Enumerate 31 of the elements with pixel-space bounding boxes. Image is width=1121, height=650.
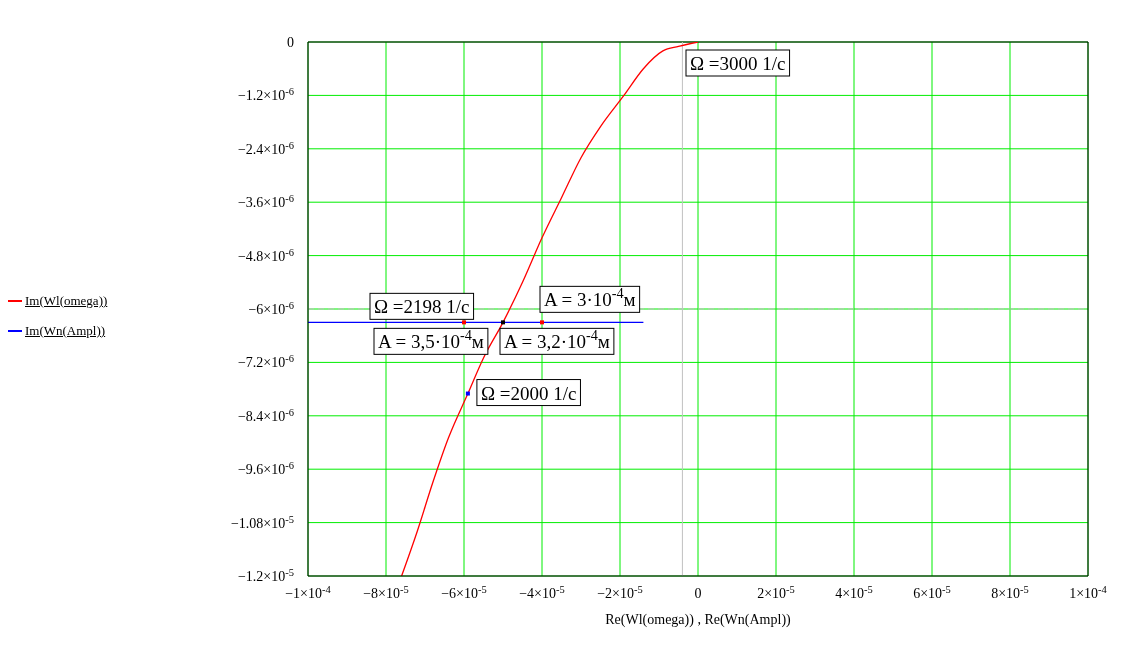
- annotation: Ω =2000 1/c: [480, 382, 577, 404]
- x-tick-label: −6×10$^{-5}$: [441, 583, 487, 601]
- x-tick-label: 2×10$^{-5}$: [757, 583, 795, 601]
- y-tick-label: −1.2×10$^{-6}$: [237, 85, 294, 104]
- annotation: Ω =3000 1/c: [690, 53, 786, 74]
- x-tick-label: 0: [694, 586, 702, 601]
- annotation: Ω =2198 1/c: [374, 296, 470, 318]
- annotation: A = 3,2·10$^{-4}$м: [504, 327, 610, 353]
- annotation: A = 3·10$^{-4}$м: [544, 285, 636, 311]
- x-axis-title: Re(Wl(omega)) , Re(Wn(Ampl)): [605, 612, 792, 628]
- y-tick-label: −2.4×10$^{-6}$: [237, 139, 294, 157]
- y-tick-label: −8.4×10$^{-6}$: [237, 406, 294, 424]
- legend-label: Im(Wl(omega)): [25, 293, 108, 309]
- y-tick-label: −4.8×10$^{-6}$: [237, 246, 294, 264]
- y-tick-label: −7.2×10$^{-6}$: [237, 352, 294, 371]
- x-tick-label: −8×10$^{-5}$: [363, 583, 409, 601]
- y-tick-label: −9.6×10$^{-6}$: [237, 459, 294, 478]
- y-tick-label: 0: [287, 35, 294, 50]
- y-tick-label: −1.08×10$^{-5}$: [230, 513, 294, 531]
- x-tick-label: −1×10$^{-4}$: [285, 583, 332, 601]
- x-tick-label: −2×10$^{-5}$: [597, 583, 643, 601]
- y-tick-label: −3.6×10$^{-6}$: [237, 192, 294, 211]
- x-tick-label: 1×10$^{-4}$: [1069, 583, 1108, 601]
- x-tick-label: −4×10$^{-5}$: [519, 583, 565, 601]
- y-tick-label: −6×10$^{-6}$: [248, 299, 294, 317]
- x-tick-label: 6×10$^{-5}$: [913, 583, 951, 601]
- y-tick-label: −1.2×10$^{-5}$: [237, 566, 294, 584]
- annotation: A = 3,5·10$^{-4}$м: [378, 327, 484, 353]
- x-tick-label: 8×10$^{-5}$: [991, 583, 1029, 601]
- x-tick-label: 4×10$^{-5}$: [835, 583, 873, 601]
- legend-label: Im(Wn(Ampl)): [25, 323, 106, 339]
